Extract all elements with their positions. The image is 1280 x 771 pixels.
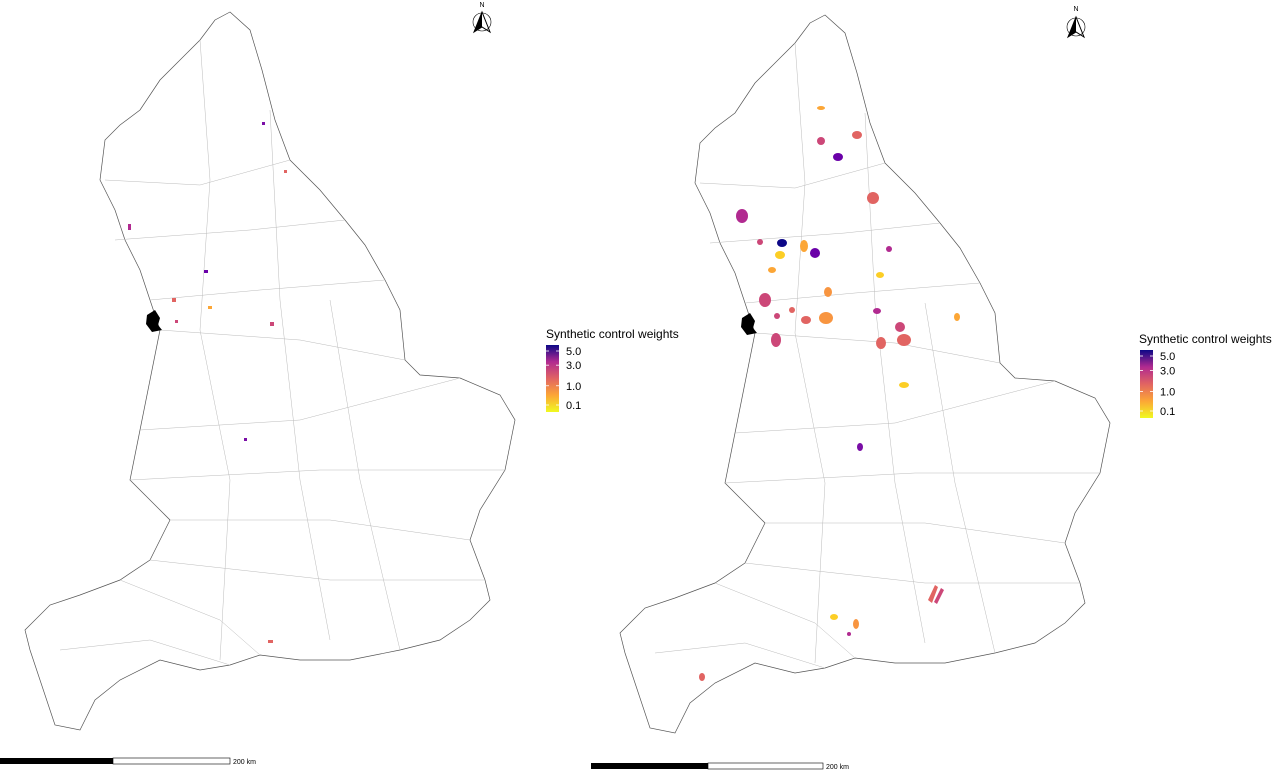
legend-tick-label: 1.0 <box>1160 386 1175 398</box>
scale-bar <box>0 758 113 764</box>
scale-label: 200 km <box>826 764 849 771</box>
map-outline <box>24 11 516 731</box>
legend-tick-label: 1.0 <box>566 381 581 393</box>
treated-area <box>741 313 757 335</box>
legend-tick-label: 3.0 <box>566 360 581 372</box>
scale-bar <box>112 757 231 765</box>
scale-label: 200 km <box>233 759 256 766</box>
north-label: N <box>479 2 484 9</box>
scale-bar <box>707 762 824 770</box>
legend-title: Synthetic control weights <box>1139 332 1272 346</box>
legend-tick-label: 5.0 <box>566 346 581 358</box>
north-arrow: N <box>472 2 492 34</box>
legend-colorbar <box>1140 350 1153 418</box>
legend-tick-label: 3.0 <box>1160 365 1175 377</box>
legend-tick-label: 0.1 <box>566 400 581 412</box>
legend-title: Synthetic control weights <box>546 327 679 341</box>
legend-tick-label: 5.0 <box>1160 351 1175 363</box>
legend-colorbar <box>546 345 559 412</box>
legend-tick-label: 0.1 <box>1160 406 1175 418</box>
north-arrow: N <box>1066 6 1086 39</box>
weight-areas <box>699 106 960 681</box>
weight-areas <box>128 122 287 643</box>
north-label: N <box>1073 6 1078 13</box>
treated-area <box>146 310 162 332</box>
scale-bar <box>591 763 708 769</box>
map-outline <box>619 14 1111 734</box>
